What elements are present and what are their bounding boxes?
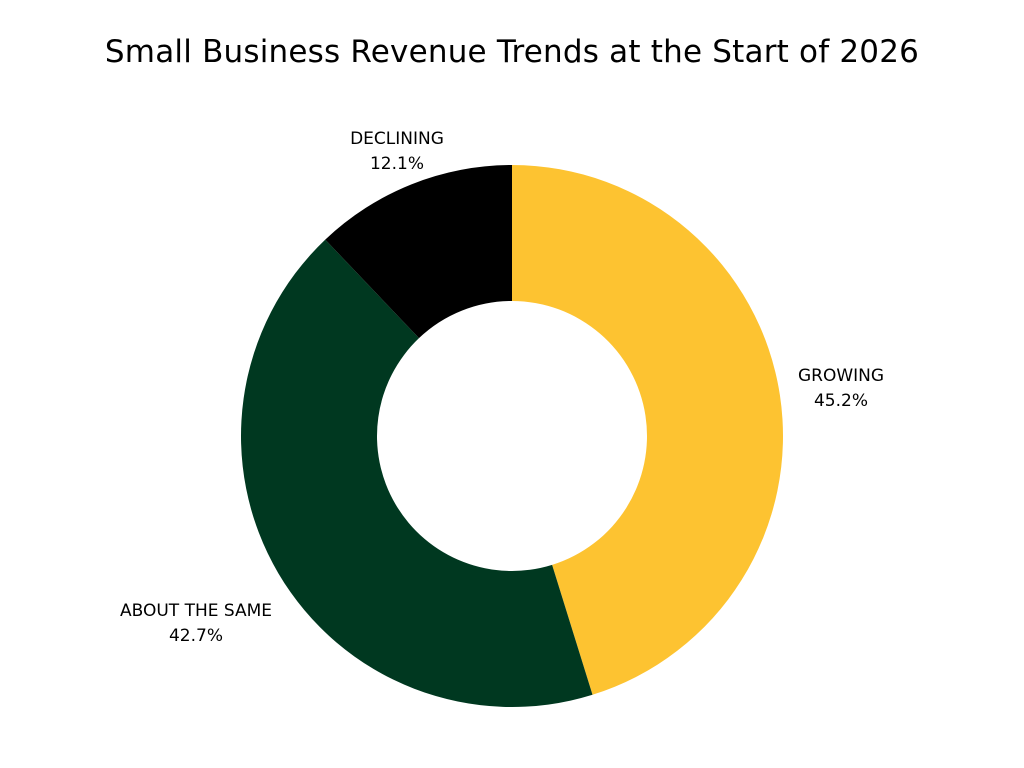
slice-label-about-the-same: ABOUT THE SAME bbox=[120, 601, 272, 621]
slice-about-the-same bbox=[240, 239, 593, 708]
slice-declining bbox=[325, 165, 512, 339]
slice-label-declining: DECLINING bbox=[350, 129, 444, 149]
slice-value-about-the-same: 42.7% bbox=[169, 626, 223, 646]
slice-value-growing: 45.2% bbox=[814, 391, 868, 411]
slice-value-declining: 12.1% bbox=[370, 154, 424, 174]
chart-title: Small Business Revenue Trends at the Sta… bbox=[104, 34, 920, 70]
slice-label-growing: GROWING bbox=[798, 366, 884, 386]
slice-growing bbox=[512, 164, 784, 695]
donut-slices bbox=[240, 164, 784, 708]
slice-labels: GROWING 45.2% ABOUT THE SAME 42.7% DECLINING… bbox=[120, 129, 884, 646]
